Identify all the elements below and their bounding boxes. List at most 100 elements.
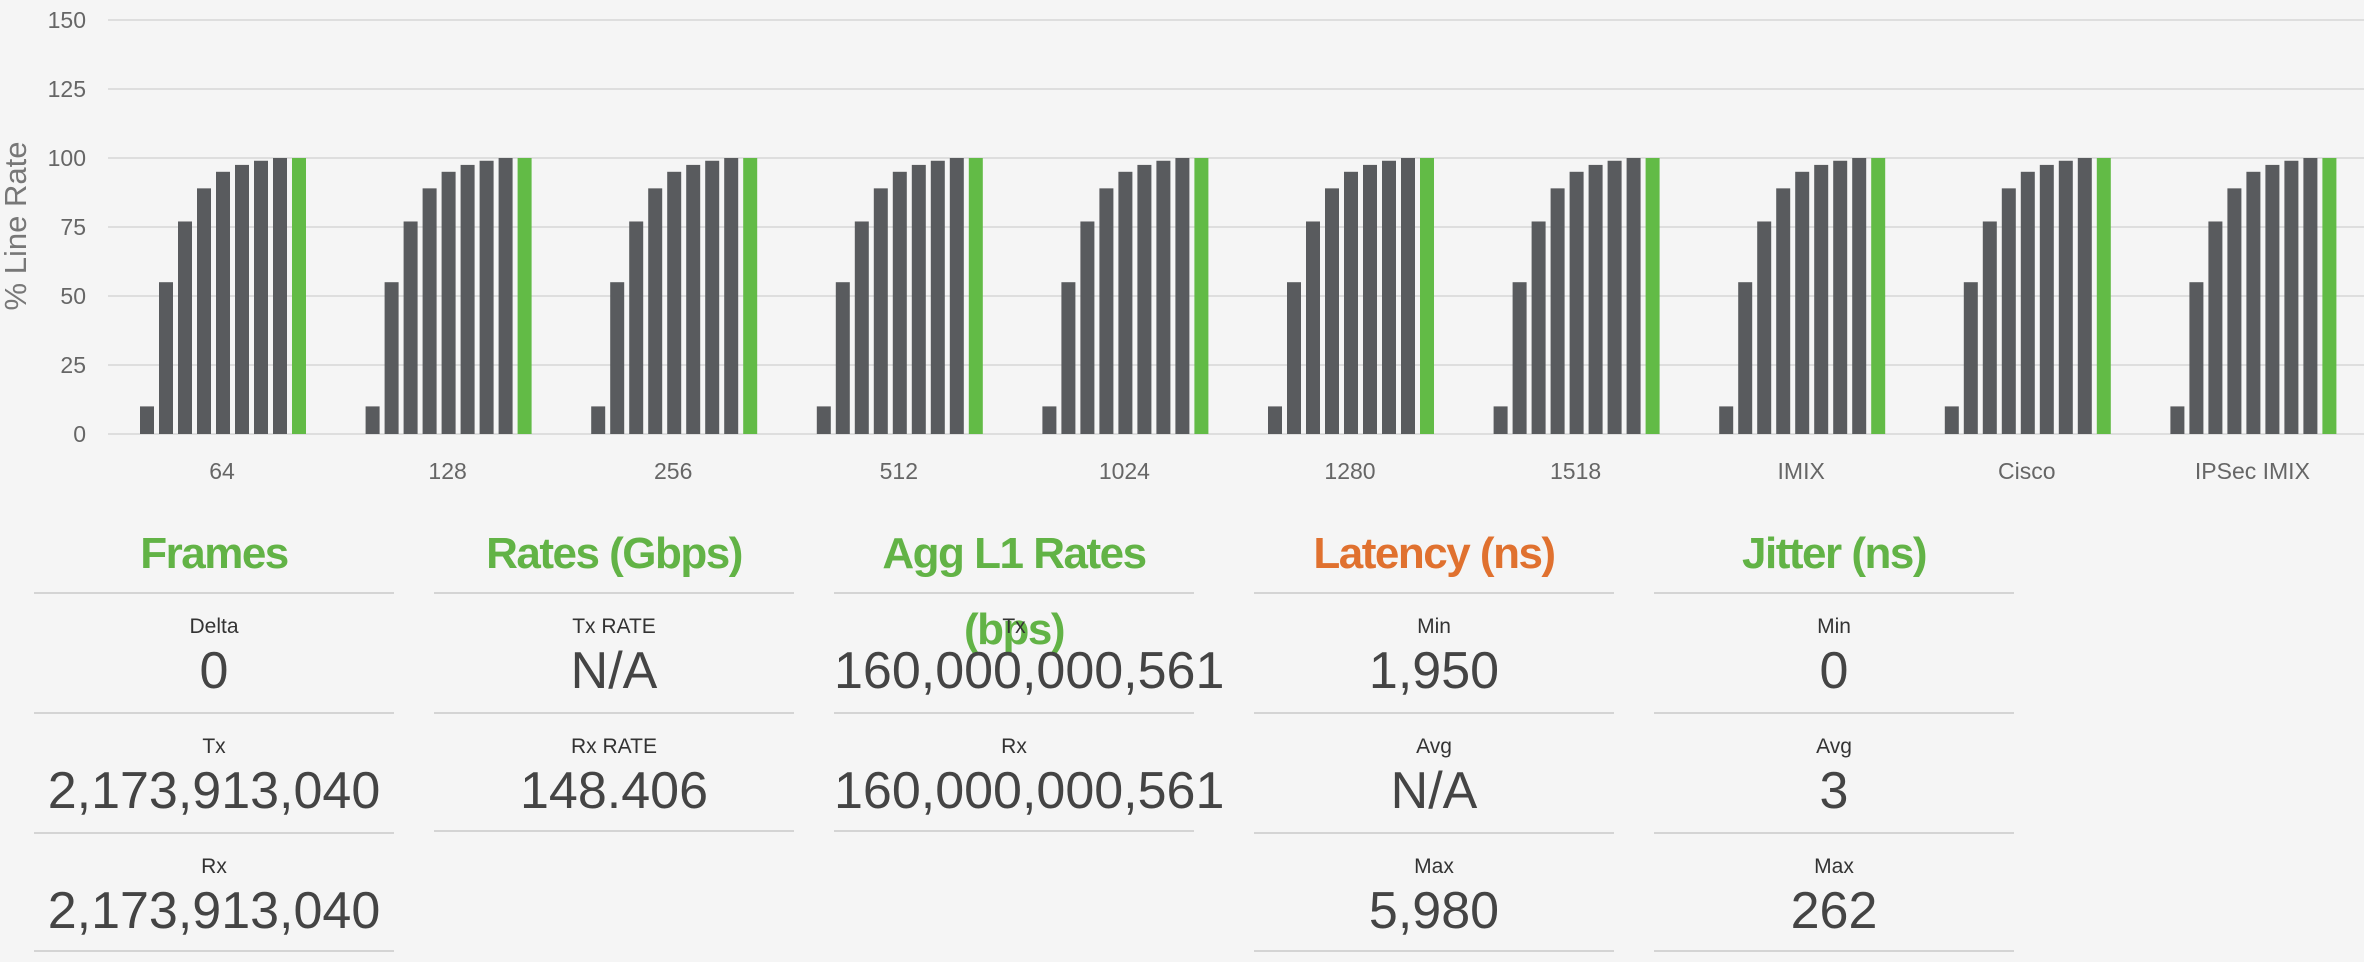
bar-64-6 <box>254 160 268 434</box>
bar-imix-0 <box>1719 406 1734 434</box>
y-tick-label: 150 <box>48 7 86 33</box>
bar-cisco-0 <box>1944 406 1959 434</box>
latency-min-value: 1,950 <box>1368 642 1500 700</box>
jitter-max-value: 262 <box>1790 882 1878 940</box>
bar-128-7 <box>498 158 513 434</box>
bar-1280-0 <box>1268 406 1282 434</box>
bar-64-5 <box>235 164 249 434</box>
x-tick-label: 128 <box>428 458 466 484</box>
agg-l1-rates-panel: Agg L1 Rates (bps) Tx 160,000,000,561 Rx… <box>834 516 1225 832</box>
bar-512-4 <box>892 171 907 435</box>
y-tick-label: 50 <box>60 283 86 309</box>
bar-ipsec-imix-4 <box>2246 171 2261 435</box>
bar-128-4 <box>441 171 456 435</box>
bar-1280-2 <box>1306 221 1320 434</box>
bar-cisco-7 <box>2077 158 2092 434</box>
bar-imix-1 <box>1738 282 1753 434</box>
line-rate-bar-chart: 0 25 50 75 100 125 150 % Line Rate 64 128 256 512… <box>0 7 2364 484</box>
latency-min-metric: Min 1,950 <box>1254 592 1614 712</box>
bar-cisco-5 <box>2039 164 2054 434</box>
bar-1518-7 <box>1626 158 1641 434</box>
bar-512-6 <box>930 160 945 434</box>
x-tick-label: IMIX <box>1778 458 1825 484</box>
frames-rx-metric: Rx 2,173,913,040 <box>34 832 394 952</box>
y-tick-label: 125 <box>48 76 86 102</box>
bar-imix-2 <box>1757 221 1772 434</box>
latency-avg-value: N/A <box>1390 762 1478 820</box>
bar-imix-3 <box>1776 188 1791 434</box>
bar-64-8 <box>292 158 306 434</box>
latency-max-metric: Max 5,980 <box>1254 832 1614 952</box>
bar-1518-3 <box>1550 188 1565 434</box>
frames-delta-label: Delta <box>189 615 239 638</box>
jitter-max-metric: Max 262 <box>1654 832 2014 952</box>
frames-panel: Frames Delta 0 Tx 2,173,913,040 Rx 2,173… <box>34 516 394 952</box>
bar-1280-6 <box>1382 160 1396 434</box>
bar-256-0 <box>591 406 606 434</box>
bar-256-8 <box>743 158 758 434</box>
x-tick-label: Cisco <box>1998 458 2056 484</box>
agg-l1-tx-label: Tx <box>1002 615 1026 638</box>
bar-512-8 <box>968 158 983 434</box>
bar-128-0 <box>365 406 380 434</box>
agg-l1-rx-metric: Rx 160,000,000,561 <box>834 712 1224 832</box>
bar-256-7 <box>724 158 739 434</box>
latency-avg-metric: Avg N/A <box>1254 712 1614 832</box>
frames-rx-label: Rx <box>201 855 227 878</box>
latency-panel: Latency (ns) Min 1,950 Avg N/A Max 5,980 <box>1254 516 1614 952</box>
x-tick-label: 64 <box>209 458 235 484</box>
latency-max-value: 5,980 <box>1368 882 1500 940</box>
latency-avg-label: Avg <box>1416 735 1452 758</box>
bar-512-1 <box>835 282 850 434</box>
rates-rx-metric: Rx RATE 148.406 <box>434 712 794 832</box>
x-tick-label: 1518 <box>1550 458 1601 484</box>
bar-64-4 <box>216 171 230 435</box>
bar-1024-1 <box>1061 282 1076 434</box>
bar-cisco-1 <box>1963 282 1978 434</box>
bar-128-3 <box>422 188 437 434</box>
frames-panel-title: Frames <box>140 529 289 578</box>
bar-ipsec-imix-8 <box>2322 158 2337 434</box>
bar-128-6 <box>479 160 494 434</box>
x-tick-label: 1280 <box>1324 458 1375 484</box>
bar-cisco-8 <box>2096 158 2111 434</box>
jitter-min-label: Min <box>1817 615 1851 638</box>
bar-ipsec-imix-0 <box>2170 406 2185 434</box>
rates-panel: Rates (Gbps) Tx RATE N/A Rx RATE 148.406 <box>434 516 794 832</box>
bar-512-5 <box>911 164 926 434</box>
bar-imix-7 <box>1852 158 1867 434</box>
bar-1518-4 <box>1569 171 1584 435</box>
bar-imix-5 <box>1814 164 1829 434</box>
jitter-panel-title: Jitter (ns) <box>1742 529 1927 578</box>
bar-1024-0 <box>1042 406 1057 434</box>
rates-tx-metric: Tx RATE N/A <box>434 592 794 712</box>
bar-1024-8 <box>1194 158 1209 434</box>
bar-cisco-4 <box>2020 171 2035 435</box>
frames-tx-metric: Tx 2,173,913,040 <box>34 712 394 832</box>
x-tick-label: 256 <box>654 458 692 484</box>
agg-l1-rx-label: Rx <box>1001 735 1027 758</box>
bar-512-7 <box>949 158 964 434</box>
x-tick-label: 512 <box>880 458 918 484</box>
bar-1518-0 <box>1493 406 1508 434</box>
bar-1518-1 <box>1512 282 1527 434</box>
chart-bars <box>140 158 2337 435</box>
bar-256-6 <box>705 160 720 434</box>
bar-128-1 <box>384 282 399 434</box>
bar-1024-7 <box>1175 158 1190 434</box>
bar-64-0 <box>140 406 154 434</box>
jitter-avg-value: 3 <box>1819 762 1849 820</box>
bar-512-2 <box>854 221 869 434</box>
jitter-min-value: 0 <box>1819 642 1849 700</box>
bar-ipsec-imix-5 <box>2265 164 2280 434</box>
y-tick-label: 0 <box>73 421 86 447</box>
bar-cisco-6 <box>2058 160 2073 434</box>
agg-l1-tx-value: 160,000,000,561 <box>834 642 1225 700</box>
jitter-min-metric: Min 0 <box>1654 592 2014 712</box>
bar-64-3 <box>197 188 211 434</box>
latency-max-label: Max <box>1414 855 1454 878</box>
x-tick-label: IPSec IMIX <box>2195 458 2310 484</box>
jitter-avg-label: Avg <box>1816 735 1852 758</box>
latency-min-label: Min <box>1417 615 1451 638</box>
bar-1024-3 <box>1099 188 1114 434</box>
